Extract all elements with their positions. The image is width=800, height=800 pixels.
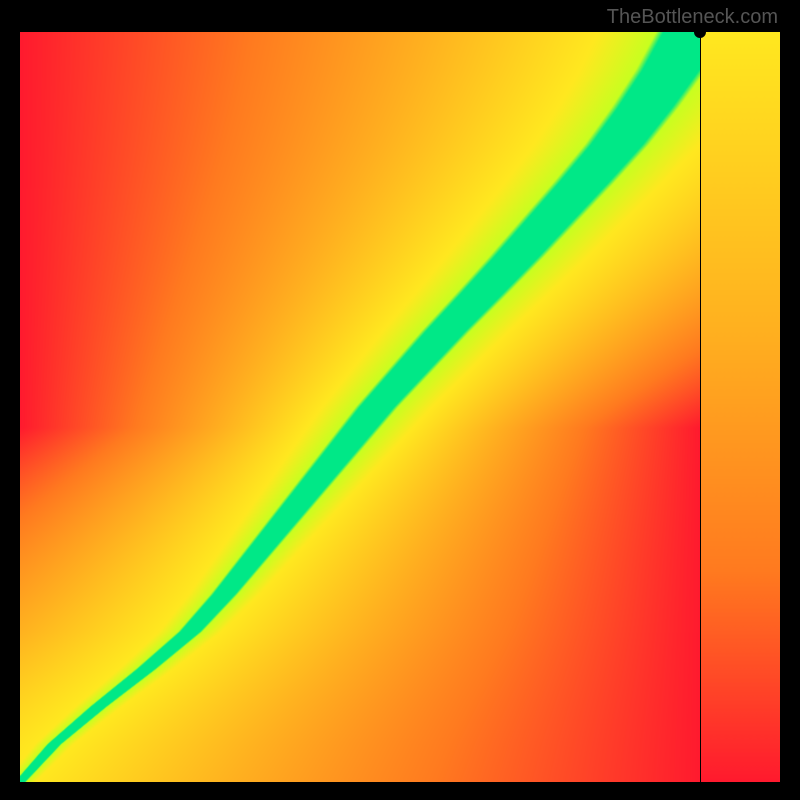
reference-marker-dot [694,26,706,38]
chart-container [20,32,780,782]
bottleneck-heatmap [20,32,700,782]
right-gradient-panel [700,32,780,782]
vertical-reference-line [700,32,701,782]
attribution-text: TheBottleneck.com [607,6,778,29]
